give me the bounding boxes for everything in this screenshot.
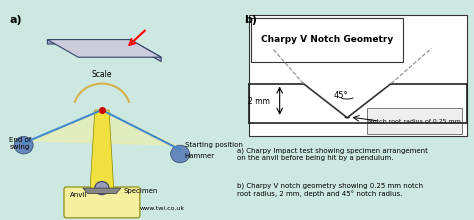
- Text: a): a): [9, 15, 22, 25]
- Text: 2 mm: 2 mm: [248, 97, 270, 106]
- FancyBboxPatch shape: [249, 15, 467, 136]
- Text: Notch root radius of 0.25 mm: Notch root radius of 0.25 mm: [368, 119, 461, 123]
- Text: End of
swing: End of swing: [9, 136, 32, 150]
- Polygon shape: [47, 40, 161, 57]
- Text: 45°: 45°: [334, 91, 348, 100]
- FancyBboxPatch shape: [64, 187, 140, 218]
- Circle shape: [171, 145, 190, 163]
- Circle shape: [95, 182, 109, 195]
- Text: Anvil: Anvil: [70, 192, 88, 198]
- Polygon shape: [83, 188, 121, 194]
- Text: b): b): [244, 15, 257, 25]
- Text: Scale: Scale: [91, 70, 112, 79]
- Polygon shape: [33, 110, 175, 145]
- Text: Hammer: Hammer: [185, 153, 215, 159]
- FancyBboxPatch shape: [251, 18, 403, 62]
- Polygon shape: [90, 110, 114, 189]
- Polygon shape: [47, 40, 161, 62]
- Text: b) Charpy V notch geometry showing 0.25 mm notch
root radius, 2 mm, depth and 45: b) Charpy V notch geometry showing 0.25 …: [237, 183, 423, 197]
- FancyBboxPatch shape: [367, 108, 462, 134]
- Text: Specimen: Specimen: [123, 188, 158, 194]
- Text: a) Charpy Impact test showing specimen arrangement
on the anvil before being hit: a) Charpy Impact test showing specimen a…: [237, 147, 428, 161]
- Text: www.twi.co.uk: www.twi.co.uk: [140, 206, 185, 211]
- Text: Charpy V Notch Geometry: Charpy V Notch Geometry: [261, 35, 393, 44]
- Text: Starting position: Starting position: [185, 142, 243, 148]
- Circle shape: [14, 136, 33, 154]
